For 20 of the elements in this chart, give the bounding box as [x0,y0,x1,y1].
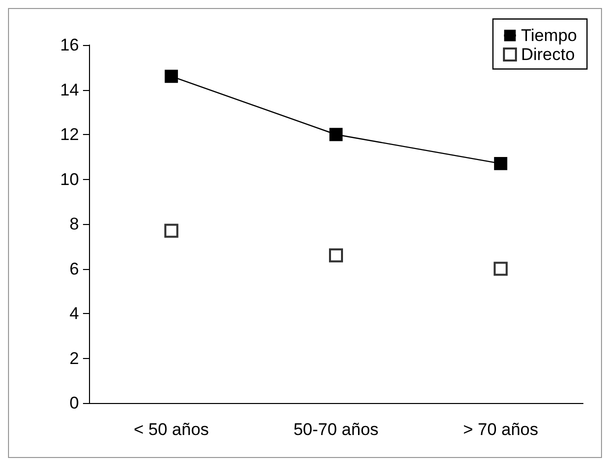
x-tick-label: < 50 años [134,420,209,439]
point [164,224,178,238]
y-tick-label: 4 [70,304,79,323]
point [164,70,178,83]
y-tick-label: 16 [60,36,79,54]
y-tick-label: 10 [60,170,79,189]
point [494,156,508,170]
y-tick-label: 12 [60,125,79,144]
legend-label: Directo [520,45,575,64]
point [329,128,343,142]
x-tick-label: 50-70 años [293,420,379,439]
legend-label: Tiempo [520,26,578,45]
point [329,248,343,262]
y-tick-label: 2 [70,348,79,368]
y-tick-label: 6 [70,259,79,278]
point [494,262,508,276]
y-tick-label: 8 [70,214,79,234]
y-tick-label: 14 [60,80,79,100]
y-tick-label: 0 [70,394,79,412]
x-tick-label: > 70 años [463,420,538,439]
